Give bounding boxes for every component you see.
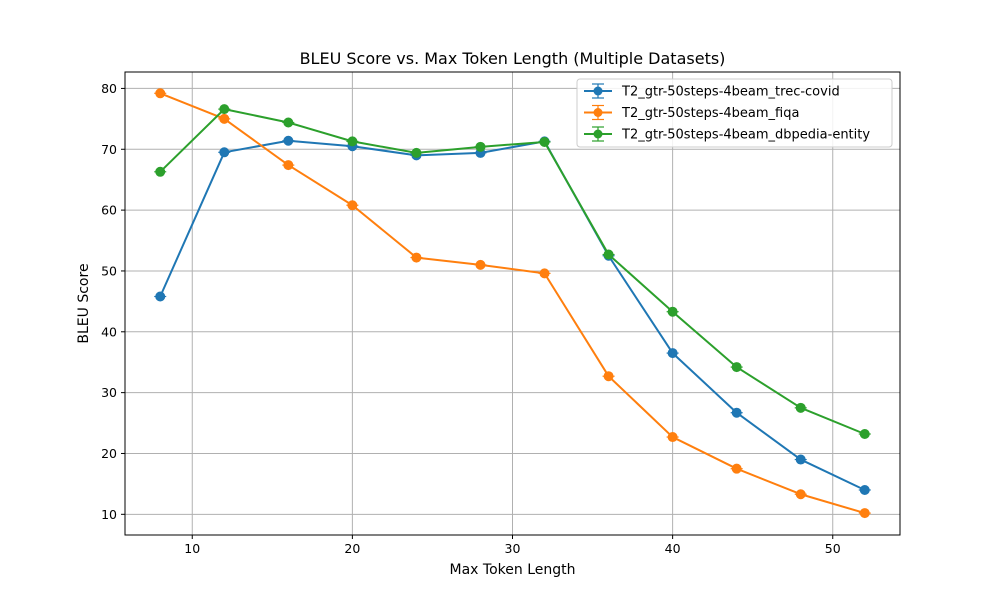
y-tick-label: 80	[101, 81, 117, 96]
axis-ticks: 10 20 30 40 50 10 20 30 40 50 60 70 80	[101, 81, 841, 556]
legend-marker	[593, 108, 603, 117]
data-point	[731, 362, 742, 373]
data-point	[219, 147, 230, 158]
y-tick-label: 40	[101, 324, 117, 339]
data-point	[859, 429, 870, 440]
y-tick-label: 70	[101, 142, 117, 157]
series-2	[154, 88, 871, 519]
y-axis-label: BLEU Score	[76, 263, 92, 343]
data-point	[155, 166, 166, 177]
legend-marker	[593, 129, 603, 139]
data-point	[667, 432, 678, 443]
data-point	[667, 348, 678, 359]
data-point	[859, 508, 870, 519]
data-point	[347, 200, 358, 211]
legend-entry: T2_gtr-50steps-4beam_fiqa	[584, 104, 799, 121]
legend-entry: T2_gtr-50steps-4beam_dbpedia-entity	[584, 126, 870, 143]
data-point	[603, 371, 614, 382]
legend-box	[576, 78, 893, 148]
x-axis-label: Max Token Length	[450, 562, 576, 578]
series-group	[154, 88, 871, 519]
legend-entry: T2_gtr-50steps-4beam_trec-covid	[584, 83, 840, 100]
data-point	[731, 407, 742, 418]
legend: T2_gtr-50steps-4beam_trec-covid T2_gtr-50…	[576, 78, 893, 148]
chart-title: BLEU Score vs. Max Token Length (Multipl…	[300, 49, 726, 68]
data-point	[667, 306, 678, 317]
grid	[125, 72, 900, 535]
data-point	[475, 141, 486, 152]
data-point	[603, 249, 614, 260]
y-tick-label: 20	[101, 446, 117, 461]
y-tick-label: 30	[101, 385, 117, 400]
data-point	[283, 160, 294, 171]
data-point	[539, 136, 550, 147]
legend-label: T2_gtr-50steps-4beam_trec-covid	[621, 85, 840, 100]
x-tick-label: 30	[505, 541, 521, 556]
series-3	[154, 104, 871, 440]
x-tick-label: 40	[665, 541, 681, 556]
data-point	[219, 104, 230, 115]
legend-label: T2_gtr-50steps-4beam_dbpedia-entity	[621, 128, 870, 143]
data-point	[347, 136, 358, 147]
y-tick-label: 50	[101, 263, 117, 278]
data-point	[283, 135, 294, 146]
data-point	[539, 268, 550, 279]
legend-marker	[593, 86, 603, 96]
data-point	[219, 113, 230, 124]
series-line	[159, 139, 866, 491]
data-point	[859, 484, 870, 495]
data-point	[795, 402, 806, 413]
y-tick-label: 10	[101, 507, 117, 522]
data-point	[155, 88, 166, 99]
data-point	[731, 463, 742, 474]
series-line	[159, 92, 866, 515]
y-tick-label: 60	[101, 203, 117, 218]
x-tick-label: 10	[184, 541, 200, 556]
data-point	[411, 252, 422, 263]
data-point	[795, 454, 806, 465]
series-line	[159, 108, 866, 435]
x-tick-label: 20	[344, 541, 360, 556]
data-point	[795, 489, 806, 500]
data-point	[283, 117, 294, 128]
data-point	[155, 291, 166, 302]
data-point	[475, 259, 486, 270]
legend-label: T2_gtr-50steps-4beam_fiqa	[621, 106, 799, 121]
data-point	[411, 147, 422, 158]
x-tick-label: 50	[825, 541, 841, 556]
